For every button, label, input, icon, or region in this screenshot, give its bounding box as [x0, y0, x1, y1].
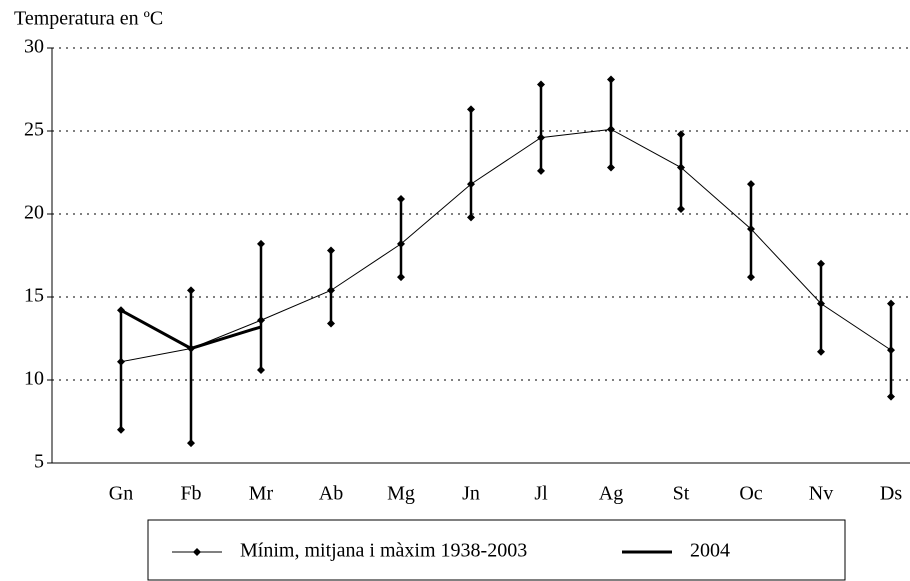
marker: [327, 246, 335, 255]
x-tick-label: Ab: [319, 483, 343, 505]
x-tick-label: Ag: [599, 483, 623, 505]
marker: [187, 286, 195, 295]
x-tick-label: Jl: [534, 483, 548, 505]
marker: [537, 166, 545, 175]
marker: [677, 205, 685, 214]
legend-label: Mínim, mitjana i màxim 1938-2003: [240, 540, 527, 562]
marker: [817, 347, 825, 356]
marker: [887, 392, 895, 401]
marker: [467, 213, 475, 222]
x-tick-label: Nv: [809, 483, 833, 505]
marker: [607, 163, 615, 172]
y-tick-label: 5: [34, 451, 44, 473]
marker: [257, 316, 265, 325]
x-tick-label: Gn: [109, 483, 133, 505]
legend-box: [147, 519, 846, 581]
y-tick-label: 10: [24, 368, 44, 390]
marker: [257, 366, 265, 375]
y-tick-label: 20: [24, 202, 44, 224]
marker: [887, 299, 895, 308]
legend-marker: [193, 548, 201, 556]
marker: [397, 273, 405, 282]
y-tick-label: 15: [24, 285, 44, 307]
marker: [747, 273, 755, 282]
x-tick-label: Jn: [462, 483, 480, 505]
marker: [607, 75, 615, 84]
x-tick-label: Mr: [249, 483, 274, 505]
marker: [187, 439, 195, 448]
marker: [397, 195, 405, 204]
marker: [747, 180, 755, 189]
x-tick-label: St: [673, 483, 690, 505]
marker: [467, 105, 475, 114]
marker: [537, 80, 545, 89]
series-line: [120, 128, 892, 363]
marker: [607, 125, 615, 134]
series-line: [120, 308, 262, 351]
marker: [257, 239, 265, 248]
x-tick-label: Oc: [739, 483, 762, 505]
marker: [117, 357, 125, 366]
marker: [677, 130, 685, 139]
marker: [327, 286, 335, 295]
marker: [887, 346, 895, 355]
marker: [327, 319, 335, 328]
x-tick-label: Ds: [880, 483, 902, 505]
marker: [467, 180, 475, 189]
marker: [817, 299, 825, 308]
marker: [677, 163, 685, 172]
marker: [397, 239, 405, 248]
legend-label: 2004: [690, 540, 730, 562]
marker: [817, 259, 825, 268]
marker: [747, 224, 755, 233]
x-tick-label: Mg: [387, 483, 415, 505]
y-axis-title: Temperatura en ºC: [14, 8, 163, 30]
y-tick-label: 25: [24, 119, 44, 141]
y-tick-label: 30: [24, 36, 44, 58]
marker: [537, 133, 545, 142]
x-tick-label: Fb: [180, 483, 201, 505]
marker: [117, 425, 125, 434]
